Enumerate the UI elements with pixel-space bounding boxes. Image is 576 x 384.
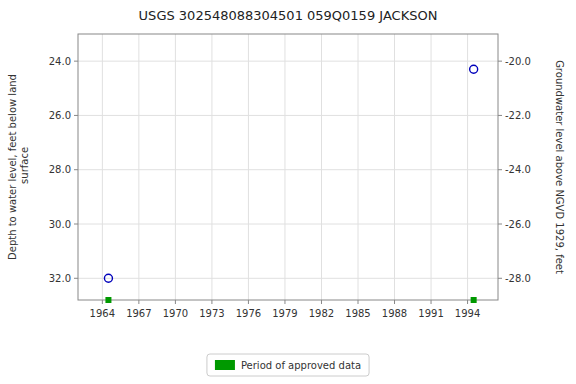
x-tick-label: 1973 [199,308,224,319]
legend-label: Period of approved data [241,360,361,371]
plot-frame [78,34,498,300]
x-tick-label: 1976 [236,308,261,319]
title: USGS 302548088304501 059Q0159 JACKSON [139,8,438,23]
legend: Period of approved data [207,354,369,376]
grid-line-x [467,34,468,300]
grid-line-x [394,34,395,300]
y2-tick [498,115,502,116]
y2-axis-label: Groundwater level above NGVD 1929, feet [554,60,565,274]
y-axis: 24.0 26.0 28.0 30.0 32.0 [49,56,78,284]
x-tick [284,300,285,304]
point [104,274,112,282]
x-tick-label: 1985 [345,308,370,319]
grid-line-x [175,34,176,300]
period-marker [105,297,111,303]
y2-tick [498,278,502,279]
y2-tick [498,224,502,225]
y2-axis: -20.0 -22.0 -24.0 -26.0 -28.0 [498,56,531,284]
x-tick [467,300,468,304]
chart: USGS 302548088304501 059Q0159 JACKSON 196… [0,0,576,384]
x-tick [394,300,395,304]
x-tick-label: 1988 [382,308,407,319]
x-tick [321,300,322,304]
grid [78,34,498,300]
y-tick [74,115,78,116]
x-tick [431,300,432,304]
x-tick-label: 1979 [272,308,297,319]
x-axis: 1964 1967 1970 1973 1976 1979 1982 1985 1988 1991… [90,300,481,319]
grid-line-y [78,61,498,62]
background [0,0,576,384]
grid-line-y [78,115,498,116]
x-tick [138,300,139,304]
period-markers [105,297,476,303]
point [470,65,478,73]
grid-line-x [321,34,322,300]
x-tick [358,300,359,304]
x-tick [102,300,103,304]
y2-tick-label: -22.0 [505,110,531,121]
y-axis-label: Depth to water level, feet below land su… [7,74,30,260]
x-tick [175,300,176,304]
y2-tick [498,61,502,62]
y-tick-label: 24.0 [49,56,71,67]
y-tick-label: 28.0 [49,164,71,175]
period-marker [471,297,477,303]
grid-line-y [78,169,498,170]
y-tick-label: 30.0 [49,219,71,230]
y-tick [74,278,78,279]
y-tick [74,224,78,225]
grid-line-x [102,34,103,300]
y-tick-label: 26.0 [49,110,71,121]
legend-swatch [215,360,235,370]
x-tick-label: 1994 [455,308,480,319]
y2-tick-label: -28.0 [505,273,531,284]
marks [104,65,477,282]
grid-line-y [78,278,498,279]
x-tick-label: 1991 [418,308,443,319]
x-tick [211,300,212,304]
y-axis-label-line: surface [19,147,30,187]
x-tick-label: 1970 [163,308,188,319]
x-tick-label: 1982 [309,308,334,319]
y2-tick-label: -20.0 [505,56,531,67]
x-tick [248,300,249,304]
grid-line-x [358,34,359,300]
x-tick-label: 1964 [90,308,115,319]
legend-box [207,354,369,376]
grid-line-x [431,34,432,300]
y2-tick [498,169,502,170]
y-tick-label: 32.0 [49,273,71,284]
y2-tick-label: -24.0 [505,164,531,175]
grid-line-y [78,224,498,225]
grid-line-x [284,34,285,300]
grid-line-x [211,34,212,300]
y-tick [74,61,78,62]
y-axis-label-line: Depth to water level, feet below land [7,74,18,260]
x-tick-label: 1967 [126,308,151,319]
grid-line-x [138,34,139,300]
grid-line-x [248,34,249,300]
y-tick [74,169,78,170]
y2-tick-label: -26.0 [505,219,531,230]
